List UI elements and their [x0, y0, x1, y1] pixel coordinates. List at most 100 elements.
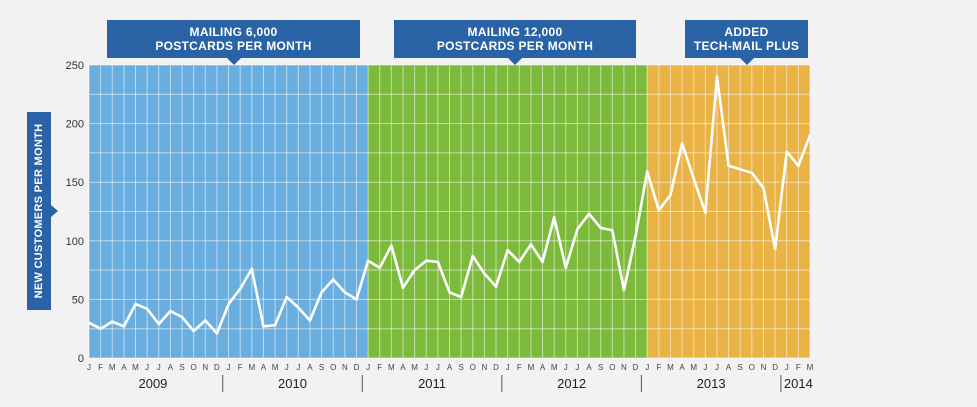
data-point [529, 243, 533, 246]
x-month-label: D [214, 363, 220, 372]
data-point [692, 177, 696, 180]
data-point [494, 285, 498, 288]
data-point [587, 212, 591, 216]
data-point [145, 307, 149, 311]
x-month-label: F [377, 363, 382, 372]
x-month-label: A [307, 363, 313, 372]
x-month-label: A [586, 363, 592, 372]
x-month-label: J [227, 363, 231, 372]
data-point [238, 287, 242, 291]
data-point [285, 295, 288, 299]
phase-callout-12000-line2: POSTCARDS PER MONTH [436, 39, 594, 53]
x-year-label: 2012 [557, 376, 586, 391]
data-point [262, 325, 265, 328]
x-month-label: O [609, 363, 615, 372]
data-point [331, 278, 335, 281]
data-point [797, 164, 800, 168]
data-point [203, 319, 207, 322]
data-point [576, 227, 579, 231]
x-month-label: F [98, 363, 103, 372]
x-month-label: D [633, 363, 639, 372]
data-point [645, 170, 649, 173]
data-point [215, 332, 219, 335]
x-month-label: A [261, 363, 267, 372]
data-point [390, 244, 393, 247]
x-month-label: A [540, 363, 546, 372]
data-point [250, 267, 254, 271]
data-point [320, 291, 323, 294]
x-month-label: N [761, 363, 767, 372]
data-point [134, 302, 137, 306]
y-tick-label: 250 [66, 60, 84, 72]
x-month-label: S [179, 363, 184, 372]
data-point [436, 260, 440, 264]
y-axis-label-box: NEW CUSTOMERS PER MONTH [27, 112, 58, 310]
data-point [273, 323, 277, 327]
x-month-label: S [458, 363, 463, 372]
data-point [169, 309, 172, 313]
x-month-label: D [354, 363, 360, 372]
x-month-label: A [447, 363, 453, 372]
x-month-label: J [436, 363, 440, 372]
data-point [192, 329, 195, 333]
data-point [750, 171, 754, 175]
x-month-label: M [388, 363, 395, 372]
x-month-label: N [481, 363, 487, 372]
data-point [762, 186, 765, 190]
data-point [808, 134, 812, 137]
x-month-label: O [749, 363, 755, 372]
x-month-label: J [157, 363, 161, 372]
data-point [110, 320, 114, 323]
x-month-label: N [202, 363, 208, 372]
data-point [471, 254, 475, 258]
data-point [308, 319, 312, 322]
data-point [157, 322, 161, 326]
x-month-label: A [726, 363, 732, 372]
x-month-label: S [738, 363, 743, 372]
x-month-label: M [248, 363, 255, 372]
x-month-label: J [87, 363, 91, 372]
data-point [413, 268, 416, 272]
data-point [459, 295, 463, 299]
x-month-label: J [506, 363, 510, 372]
phase-callout-12000: MAILING 12,000 POSTCARDS PER MONTH [394, 20, 636, 65]
x-month-label: O [191, 363, 197, 372]
phase-callout-12000-line1: MAILING 12,000 [467, 25, 563, 39]
x-month-label: D [772, 363, 778, 372]
data-point [355, 298, 358, 301]
x-month-label: A [121, 363, 127, 372]
data-point [378, 266, 382, 270]
y-tick-label: 200 [66, 119, 84, 131]
data-point [99, 327, 102, 331]
x-month-label: F [796, 363, 801, 372]
x-month-label: J [703, 363, 707, 372]
x-month-label: F [656, 363, 661, 372]
data-point [401, 286, 405, 289]
data-point [448, 291, 451, 294]
x-month-label: M [109, 363, 116, 372]
x-month-label: O [330, 363, 336, 372]
x-month-label: O [470, 363, 476, 372]
data-point [424, 259, 428, 263]
y-tick-label: 50 [72, 294, 84, 306]
x-month-label: M [411, 363, 418, 372]
x-month-label: A [679, 363, 685, 372]
x-month-label: S [598, 363, 603, 372]
phase-callout-6000-line1: MAILING 6,000 [189, 25, 278, 39]
x-month-label: M [132, 363, 139, 372]
x-month-label: M [272, 363, 279, 372]
x-year-label: 2014 [784, 376, 813, 391]
x-month-label: S [319, 363, 324, 372]
y-axis-label: NEW CUSTOMERS PER MONTH [33, 123, 45, 299]
data-point [727, 164, 730, 168]
x-month-label: M [528, 363, 535, 372]
y-tick-label: 0 [78, 353, 84, 365]
x-year-label: 2011 [418, 376, 446, 391]
data-point [634, 234, 637, 238]
data-point [227, 302, 230, 306]
x-month-label: M [551, 363, 558, 372]
x-month-label: N [621, 363, 627, 372]
phase-callout-tech-mail-line1: ADDED [724, 25, 769, 39]
x-month-label: J [575, 363, 579, 372]
